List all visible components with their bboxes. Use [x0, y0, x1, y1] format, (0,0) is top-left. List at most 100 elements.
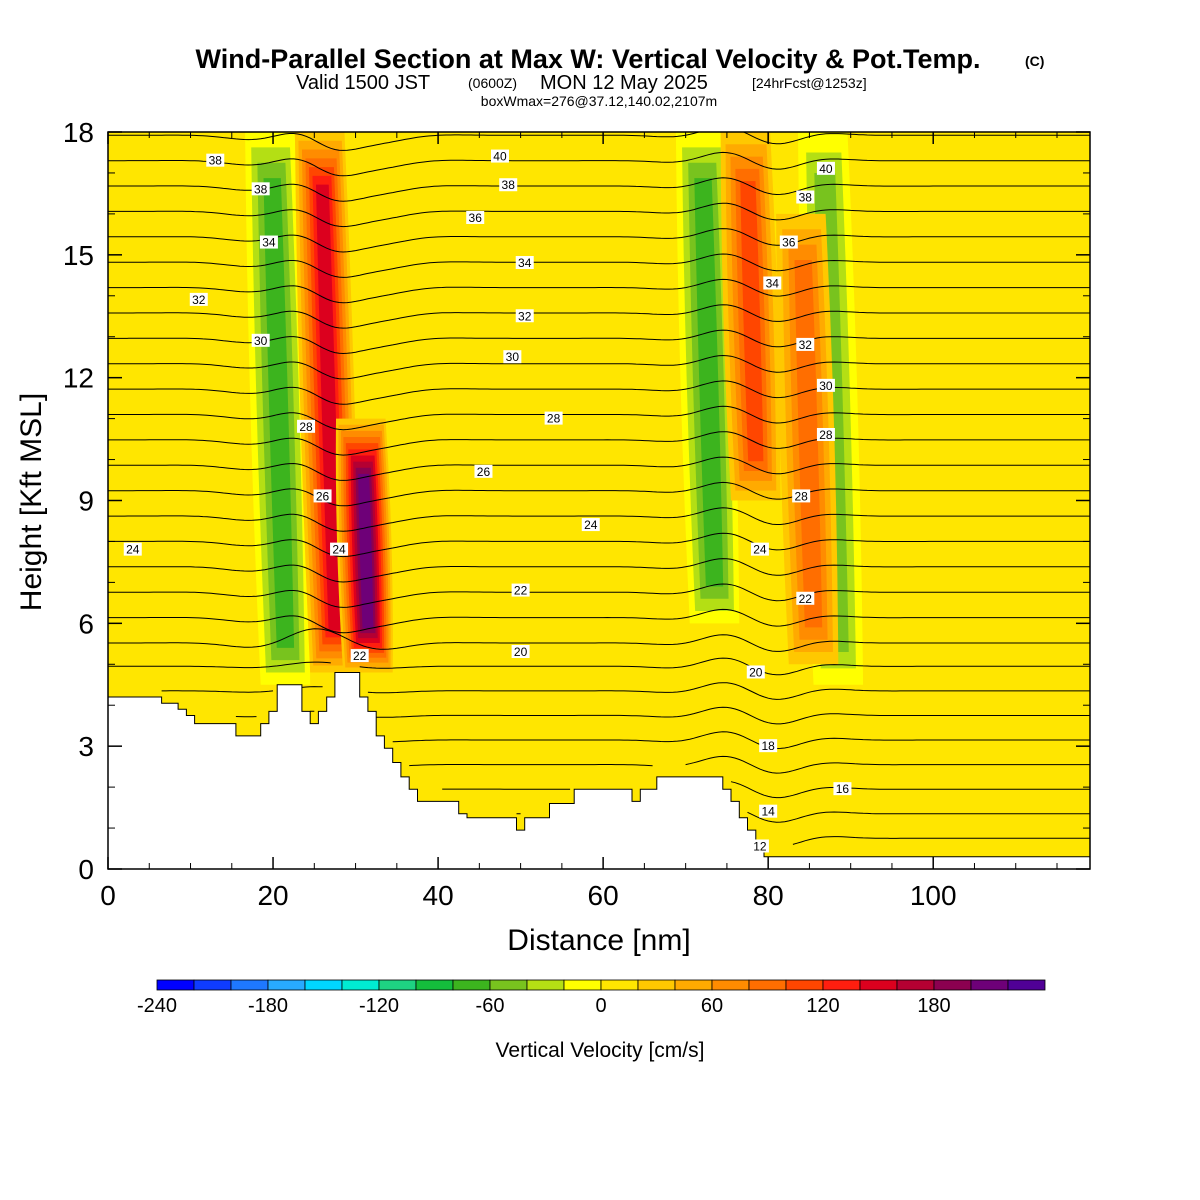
contour-label-text: 30 — [254, 334, 268, 348]
contour-label-text: 20 — [514, 645, 528, 659]
contour-label-box — [792, 489, 811, 503]
valid-zulu: (0600Z) — [468, 75, 517, 91]
contour-label: 20 — [511, 644, 530, 659]
contour-label: 26 — [313, 489, 332, 503]
contour-label: 30 — [251, 333, 270, 348]
contour-label-box — [515, 256, 534, 270]
contour-label: 32 — [189, 292, 208, 307]
contour-label-text: 16 — [836, 782, 850, 796]
colorbar-swatch — [1007, 979, 1046, 991]
contour-label-text: 30 — [506, 350, 520, 364]
box-info: boxWmax=276@37.12,140.02,2107m — [481, 93, 717, 109]
isentrope-line — [108, 177, 1090, 202]
contour-labels: 38 38 34 32 30 28 26 24 22 24 40 38 36 34 32 30 28 26 24 22… — [123, 149, 852, 853]
x-tick-label: 60 — [588, 880, 619, 911]
contour-label-box — [350, 649, 369, 663]
colorbar-swatch — [748, 979, 787, 991]
contour-label-text: 28 — [819, 428, 833, 442]
contour-label-box — [796, 190, 815, 204]
colorbar-swatch — [637, 979, 676, 991]
colorbar-swatch — [563, 979, 602, 991]
contour-label: 22 — [511, 583, 530, 598]
contour-label: 14 — [759, 804, 778, 819]
contour-label-text: 38 — [799, 191, 813, 205]
contour-label: 22 — [350, 649, 369, 663]
isentrope-line — [161, 682, 1090, 700]
isentrope-line — [235, 706, 1090, 725]
velocity-band — [740, 181, 764, 462]
isentrope-line — [108, 532, 1090, 558]
contour-label: 34 — [259, 235, 278, 250]
contour-label-box — [750, 839, 769, 853]
colorbar-tick-label: 120 — [806, 995, 839, 1017]
colorbar-swatch — [489, 979, 528, 991]
velocity-band — [315, 184, 342, 631]
contour-label-box — [511, 644, 530, 658]
contour-label: 38 — [251, 182, 270, 196]
colorbar-title: Vertical Velocity [cm/s] — [496, 1039, 705, 1062]
contour-label-box — [515, 309, 534, 323]
contour-label: 24 — [581, 518, 600, 532]
isentrope-line — [108, 132, 1090, 151]
contour-label: 38 — [796, 190, 815, 205]
isentrope-line — [409, 755, 1090, 774]
x-tick-label: 40 — [423, 880, 454, 911]
contour-label-text: 40 — [819, 162, 833, 176]
colorbar-swatch — [859, 979, 898, 991]
contour-label: 28 — [816, 427, 835, 442]
contour-label-text: 24 — [753, 543, 767, 557]
contour-label-text: 24 — [584, 518, 598, 532]
contour-label-text: 24 — [332, 543, 346, 557]
y-tick-label: 15 — [63, 240, 94, 271]
x-tick-label: 80 — [753, 880, 784, 911]
colorbar-tick-label: -180 — [248, 995, 288, 1017]
isentrope-line — [108, 253, 1090, 278]
contour-label-text: 34 — [262, 236, 276, 250]
colorbar-swatch — [822, 979, 861, 991]
colorbar-swatch — [896, 979, 935, 991]
valid-date: MON 12 May 2025 — [540, 72, 708, 94]
contour-label-text: 28 — [547, 412, 561, 426]
contour-label-text: 18 — [761, 739, 775, 753]
isentrope-line — [108, 583, 1090, 608]
contour-label-box — [581, 518, 600, 532]
x-tick-label: 100 — [910, 880, 957, 911]
colorbar-swatch — [378, 979, 417, 991]
velocity-band — [694, 178, 724, 587]
isentrope-line — [108, 558, 1090, 583]
contour-label-box — [259, 235, 278, 249]
x-axis-title: Distance [nm] — [507, 924, 690, 957]
y-tick-label: 18 — [63, 117, 94, 148]
contour-label-text: 36 — [469, 211, 483, 225]
contour-label: 40 — [816, 161, 835, 176]
contour-label-text: 30 — [819, 379, 833, 393]
colorbar-swatch — [711, 979, 750, 991]
contour-label-box — [763, 276, 782, 290]
colorbar-swatch — [674, 979, 713, 991]
contour-label-box — [251, 182, 270, 196]
contour-label: 36 — [779, 235, 798, 250]
x-axis: 0 20 40 60 80 100 — [100, 132, 1058, 911]
contour-label: 40 — [490, 149, 509, 164]
contour-label-box — [746, 665, 765, 679]
isentrope-line — [442, 781, 1090, 799]
contour-label-text: 20 — [749, 665, 763, 679]
contour-label-box — [544, 411, 563, 425]
isentrope-line — [108, 481, 1090, 507]
y-tick-label: 0 — [78, 854, 94, 885]
contour-label-text: 22 — [353, 649, 367, 663]
contour-label: 12 — [750, 839, 769, 853]
contour-label-text: 32 — [799, 338, 813, 352]
contour-label: 16 — [833, 782, 852, 796]
contour-label: 28 — [544, 411, 563, 426]
contour-label-box — [759, 739, 778, 753]
contour-label-text: 34 — [766, 276, 780, 290]
colorbar-swatch — [600, 979, 639, 991]
contour-label-text: 38 — [254, 182, 268, 196]
colorbar-swatch — [970, 979, 1009, 991]
contour-label-box — [499, 178, 518, 192]
y-tick-label: 3 — [78, 731, 94, 762]
contour-label-text: 26 — [477, 465, 491, 479]
